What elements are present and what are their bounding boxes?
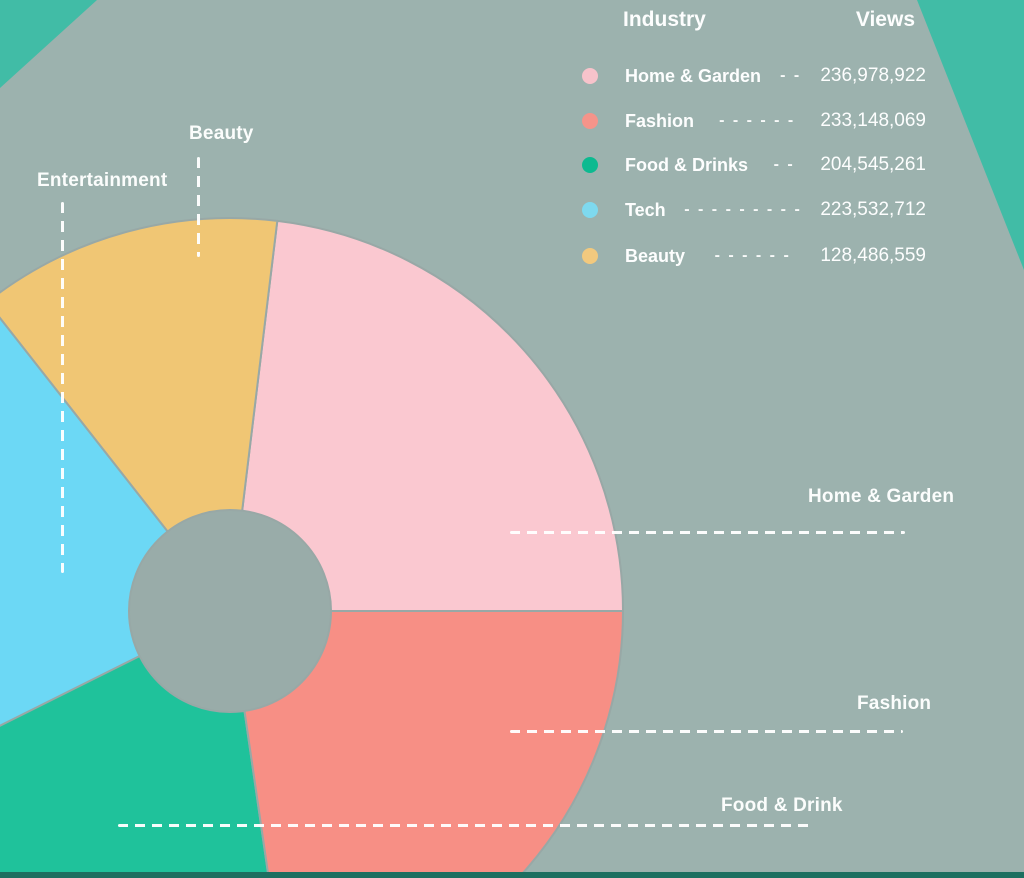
legend-label: Home & Garden: [625, 65, 762, 86]
callout-line-beauty: [197, 157, 200, 257]
legend-dot-tech: [582, 202, 598, 218]
legend-header-industry: Industry: [623, 8, 706, 31]
pie-slice-fashion: [229, 610, 624, 878]
callout-label-food-drink: Food & Drink: [721, 795, 843, 816]
callout-label-beauty: Beauty: [189, 123, 254, 144]
legend-row-tech: Tech - - - - - - - - - 223,532,712: [576, 199, 928, 221]
legend-label: Beauty: [625, 245, 686, 266]
callout-label-home-garden: Home & Garden: [808, 486, 955, 507]
pie-slice-home-garden: [229, 219, 624, 612]
legend-dashes: - - - - - - - - -: [684, 201, 802, 218]
callout-line-entertainment: [61, 202, 64, 573]
legend-label: Food & Drinks: [625, 154, 749, 175]
legend-dot-fashion: [582, 113, 598, 129]
donut-hole: [128, 509, 332, 713]
legend-value: 233,148,069: [820, 110, 926, 131]
legend-label: Tech: [625, 199, 666, 220]
legend: Industry Views Home & Garden - - 236,978…: [576, 8, 928, 266]
legend-header-views: Views: [855, 8, 915, 31]
legend-row-beauty: Beauty - - - - - - 128,486,559: [576, 245, 928, 267]
callout-label-entertainment: Entertainment: [37, 170, 168, 191]
legend-row-fashion: Fashion - - - - - - 233,148,069: [576, 110, 928, 132]
legend-dashes: - -: [780, 67, 802, 84]
legend-row-home-garden: Home & Garden - - 236,978,922: [576, 65, 928, 87]
legend-value: 204,545,261: [820, 154, 926, 175]
callout-line-home-garden: [510, 531, 905, 534]
legend-dashes: - - - - - -: [714, 247, 791, 264]
callout-line-food-drink: [118, 824, 810, 827]
callout-label-fashion: Fashion: [857, 693, 932, 714]
legend-value: 236,978,922: [820, 65, 926, 86]
legend-dot-beauty: [582, 248, 598, 264]
legend-label: Fashion: [625, 110, 695, 131]
legend-row-food-drinks: Food & Drinks - - 204,545,261: [576, 154, 928, 176]
legend-dot-home-garden: [582, 68, 598, 84]
bottom-edge-strip: [0, 872, 1024, 878]
legend-header: Industry Views: [576, 8, 928, 32]
legend-value: 223,532,712: [820, 199, 926, 220]
legend-dashes: - -: [773, 156, 795, 173]
legend-dot-food-drinks: [582, 157, 598, 173]
legend-value: 128,486,559: [820, 245, 926, 266]
callout-line-fashion: [510, 730, 903, 733]
legend-dashes: - - - - - -: [719, 112, 796, 129]
